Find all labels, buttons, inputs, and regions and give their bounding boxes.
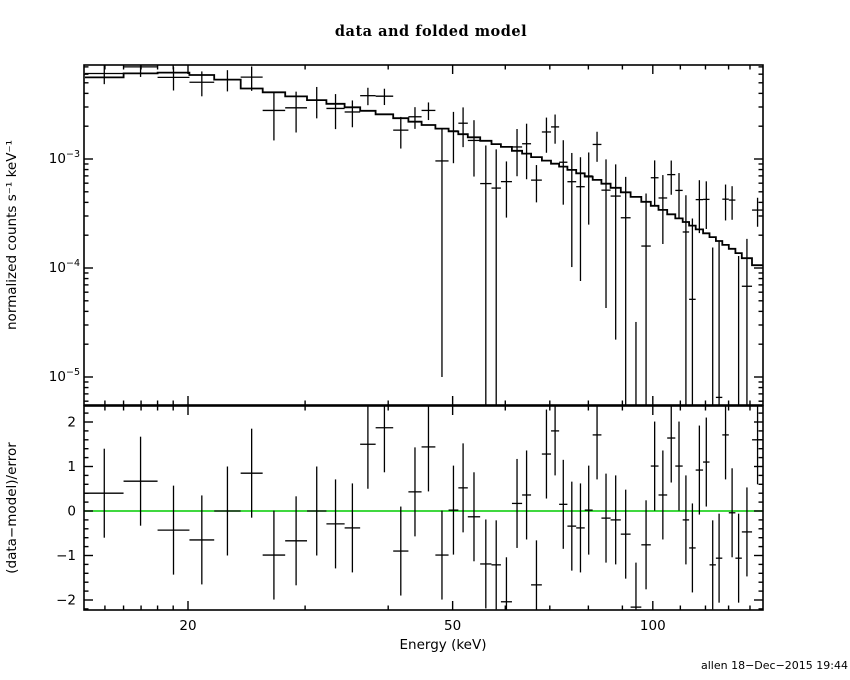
model-histogram-layer [85, 71, 764, 267]
x-tick-label: 50 [444, 618, 461, 634]
y-axis-label-bottom: (data−model)/error [4, 442, 20, 574]
x-tick-label: 100 [640, 618, 666, 634]
y-axis-label-top: normalized counts s⁻¹ keV⁻¹ [4, 140, 20, 330]
y-tick-label: −2 [56, 593, 76, 609]
model-histogram [85, 71, 764, 267]
y-tick-label: −1 [56, 548, 76, 564]
y-tick-label: 2 [67, 415, 76, 431]
y-tick-label: 1 [67, 459, 76, 475]
axis-ticks-layer [84, 65, 763, 610]
x-axis-label: Energy (keV) [400, 637, 487, 653]
timestamp: allen 18−Dec−2015 19:44 [701, 659, 848, 672]
residual-points-layer [84, 406, 764, 610]
x-tick-label: 20 [179, 618, 196, 634]
y-tick-label: 0 [67, 504, 76, 520]
data-points-layer [84, 65, 764, 405]
plot-title: data and folded model [335, 23, 527, 40]
